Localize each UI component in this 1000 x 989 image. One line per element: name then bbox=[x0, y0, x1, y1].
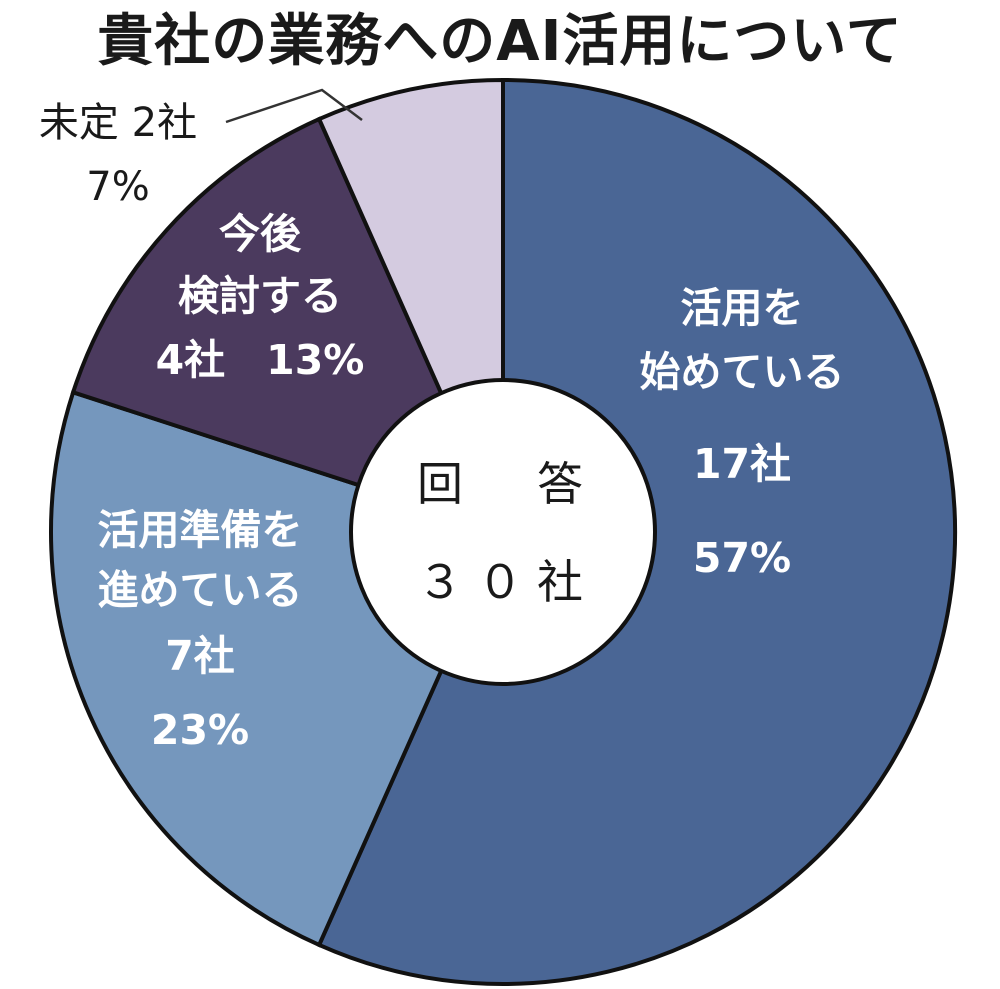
slice-label-line: 活用準備を bbox=[98, 506, 303, 554]
slice-label-line: 今後 bbox=[219, 210, 302, 258]
slice-label-line: 活用を bbox=[681, 284, 804, 332]
center-label-line: ３０社 bbox=[417, 555, 597, 609]
slice-label-line: 始めている bbox=[640, 348, 845, 396]
slice-count-percent: 4社 13% bbox=[156, 336, 365, 384]
leader-line bbox=[225, 88, 363, 124]
slice-label-line: 検討する bbox=[178, 272, 342, 320]
outside-label-percent: 7% bbox=[86, 164, 149, 210]
chart-title: 貴社の業務へのAI活用について bbox=[97, 9, 903, 74]
outside-label-name-count: 未定 2社 bbox=[39, 100, 197, 146]
center-label-line: 回 答 bbox=[417, 457, 597, 511]
center-hole bbox=[349, 378, 657, 686]
slice-percent: 23% bbox=[151, 706, 249, 754]
slice-label-line: 進めている bbox=[98, 566, 303, 614]
slice-count: 7社 bbox=[165, 632, 235, 680]
slice-percent: 57% bbox=[693, 534, 791, 582]
slice-count: 17社 bbox=[693, 440, 791, 488]
